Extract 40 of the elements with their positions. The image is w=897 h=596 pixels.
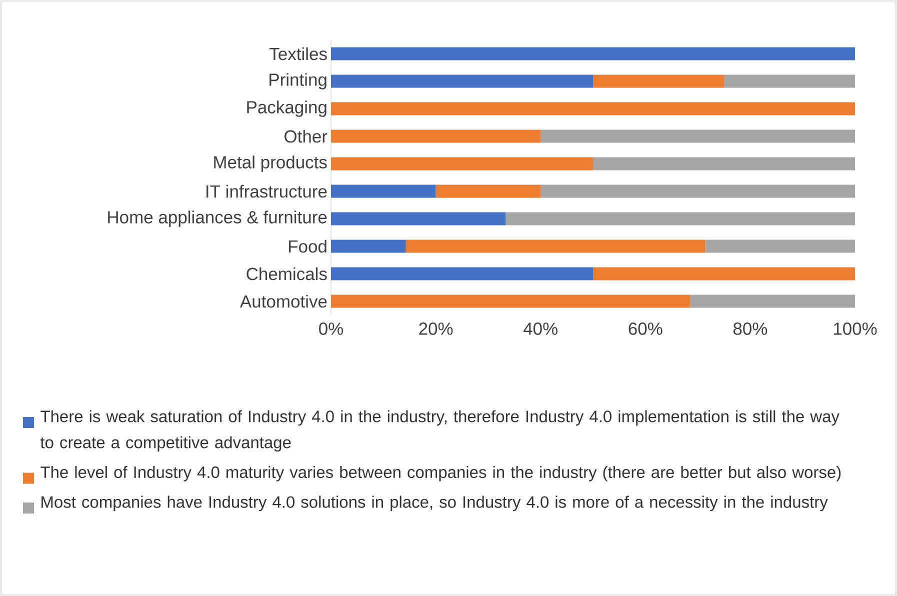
x-tick-label: 20% [419,322,453,335]
y-tick-label: Packaging [247,100,326,117]
bar [406,240,706,253]
bar [331,47,856,60]
bar [331,102,856,116]
y-tick-label: Printing [270,73,326,90]
bar [593,267,856,280]
bar [690,294,856,308]
legend-label: There is weak saturation of Industry 4.0 in the industry, therefore Industry 4.0 implementation is still the way to create a competitive advantage [40,410,840,452]
x-tick-label: 40% [523,322,558,335]
bar [331,267,594,280]
bar [331,294,690,308]
bar [505,212,856,226]
legend-label: The level of Industry 4.0 maturity varies between companies in the industry (there are better but also worse) [40,466,841,482]
bar [593,74,724,88]
y-tick-label: IT infrastructure [206,184,327,198]
bar [331,184,436,198]
bar [331,212,506,226]
bar [724,74,856,88]
x-tick-label: 80% [733,322,768,335]
x-tick-label: 100% [834,322,877,335]
y-tick-label: Chemicals [246,267,327,280]
y-tick-label: Automotive [240,294,327,308]
bar [331,130,541,143]
bar [705,240,856,253]
x-tick-label: 60% [628,322,662,335]
y-tick-label: Food [289,240,326,253]
bar [331,74,594,88]
y-tick-label: Metal products [214,156,327,172]
y-tick-label: Home appliances & furniture [108,210,327,227]
bar [593,157,856,170]
bar [540,184,856,198]
y-tick-label: Textiles [270,47,327,60]
bar [331,240,406,253]
legend-label: Most companies have Industry 4.0 solutions in place, so Industry 4.0 is more of a necessity in the industry [42,496,828,512]
bar [436,184,541,198]
y-tick-label: Other [284,130,328,143]
bar [331,157,594,170]
x-tick-label: 0% [319,322,344,335]
bar [540,130,856,143]
